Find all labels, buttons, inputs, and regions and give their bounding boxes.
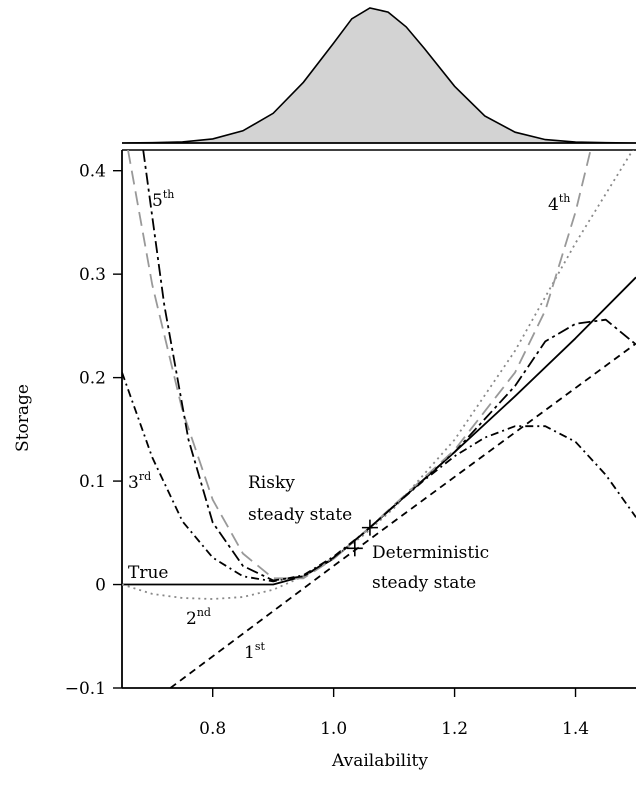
x-tick-label: 1.2 (441, 719, 468, 739)
y-tick-label: 0.2 (79, 369, 106, 389)
y-axis-label: Storage (13, 384, 33, 452)
series-line-0 (122, 276, 636, 586)
density-plot (121, 7, 636, 144)
annotation-det-line2: steady state (372, 573, 476, 593)
annotation-risky-line1: Risky (248, 473, 295, 493)
annotation-risky-line2: steady state (248, 505, 352, 525)
annotation-det-line1: Deterministic (372, 543, 489, 563)
series-line-5 (142, 150, 636, 582)
x-tick-label: 1.0 (320, 719, 347, 739)
x-tick-label: 1.4 (562, 719, 589, 739)
y-tick-label: 0 (95, 576, 106, 596)
y-tick-label: 0.3 (79, 265, 106, 285)
axes: 0.8 1.0 1.2 1.4 −0.1 0 0.1 0.2 0.3 0.4 (65, 149, 636, 739)
series-line-2 (122, 150, 634, 600)
series-line-1 (169, 342, 636, 688)
annotation-5th: 5th (152, 188, 174, 211)
y-tick-label: 0.1 (79, 472, 106, 492)
series-lines (122, 150, 636, 688)
annotation-4th: 4th (548, 192, 570, 215)
annotation-3rd: 3rd (128, 470, 151, 493)
y-tick-label: 0.4 (79, 162, 106, 182)
x-tick-label: 0.8 (199, 719, 226, 739)
annotation-true: True (128, 563, 168, 583)
density-curve (121, 7, 636, 144)
x-axis-label: Availability (331, 751, 428, 771)
series-line-4 (127, 150, 592, 580)
annotation-1st: 1st (244, 640, 265, 663)
annotation-2nd: 2nd (186, 606, 211, 629)
y-tick-label: −0.1 (65, 679, 106, 699)
steady-state-markers (346, 519, 378, 557)
